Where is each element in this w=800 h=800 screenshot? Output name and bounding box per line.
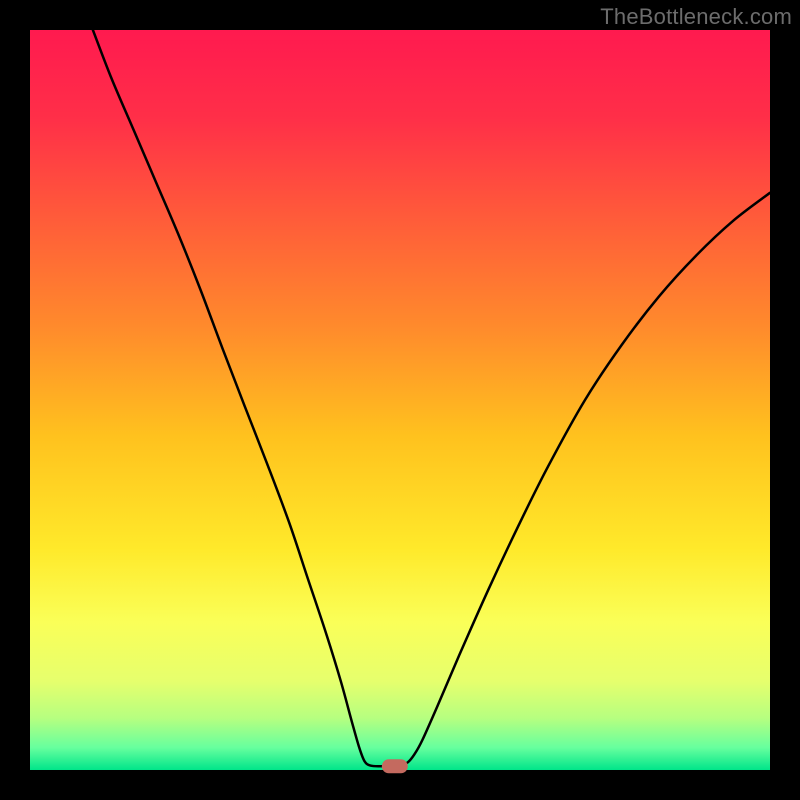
bottleneck-curve-chart — [0, 0, 800, 800]
optimal-marker — [382, 759, 408, 773]
plot-background — [30, 30, 770, 770]
watermark-text: TheBottleneck.com — [600, 4, 792, 30]
chart-stage: TheBottleneck.com — [0, 0, 800, 800]
